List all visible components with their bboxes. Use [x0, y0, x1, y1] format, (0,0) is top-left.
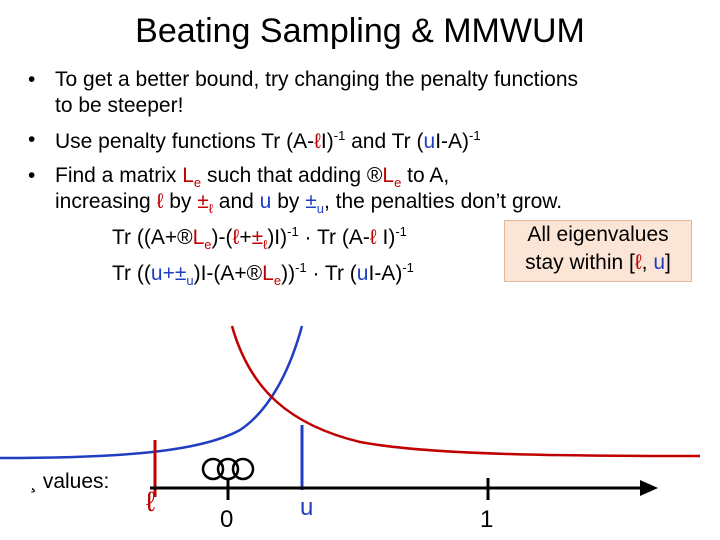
text: by	[271, 190, 306, 213]
text: u	[316, 201, 324, 217]
text: +	[239, 226, 252, 249]
text: )I)	[267, 226, 288, 249]
title: Beating Sampling & MMWUM	[135, 12, 585, 50]
text: ,	[641, 251, 654, 274]
text: )I-(A+®	[193, 262, 263, 285]
bullet: •	[28, 68, 36, 91]
text: All eigenvalues	[527, 223, 669, 246]
text: and Tr (	[345, 130, 424, 153]
text-line: Find a matrix Le such that adding ®Le to…	[55, 164, 449, 190]
text: to be steeper!	[55, 94, 184, 117]
text: ℓ	[208, 201, 213, 217]
text: L	[382, 164, 395, 187]
text: ℓ	[369, 226, 377, 249]
eigenvalue	[216, 457, 240, 481]
text: L	[192, 226, 205, 249]
text: L	[262, 262, 274, 285]
text-line: Use penalty functions Tr (A-ℓI)-1 and Tr…	[55, 128, 481, 154]
text: Tr ((	[112, 262, 151, 285]
text: · Tr (	[306, 262, 357, 285]
callout-box: All eigenvalues stay within [ℓ, u]	[504, 220, 692, 282]
text: increasing	[55, 190, 157, 213]
text: ±	[174, 262, 187, 285]
text: -1	[333, 128, 346, 143]
text: such that adding ®	[201, 164, 383, 187]
axis-arrow	[640, 480, 658, 496]
text: e	[193, 175, 202, 191]
text: stay within [	[525, 251, 635, 274]
upper-label: u	[300, 494, 314, 521]
text: Find a matrix	[55, 164, 183, 187]
text: ℓ	[263, 237, 268, 253]
text: To get a better bound, try changing the …	[55, 68, 579, 91]
text: ]	[665, 251, 671, 274]
text-line: stay within [ℓ, u]	[505, 249, 691, 277]
lower-label: ℓ	[146, 486, 156, 517]
text: ℓ	[314, 130, 321, 153]
zero-label: 0	[220, 506, 234, 533]
text: -1	[395, 224, 407, 239]
eigenvalue	[231, 457, 255, 481]
text: Use penalty functions Tr (A-	[55, 130, 315, 153]
text-line: to be steeper!	[55, 94, 183, 118]
text: Tr ((A+®	[112, 226, 193, 249]
one-label: 1	[480, 506, 494, 533]
upper-penalty-curve	[0, 325, 304, 460]
bullet: •	[28, 128, 36, 151]
text: I-A)	[435, 130, 470, 153]
bullet: •	[28, 164, 36, 187]
text: u	[423, 130, 436, 153]
text: e	[394, 175, 402, 191]
text: I)	[320, 130, 334, 153]
text: -1	[287, 224, 299, 239]
text: I)	[376, 226, 396, 249]
text: u	[259, 190, 272, 213]
text: u	[653, 251, 666, 274]
text: e	[204, 237, 212, 253]
text: ±	[305, 190, 317, 213]
text: I-A)	[368, 262, 403, 285]
text: ℓ	[232, 226, 240, 249]
text: L	[182, 164, 194, 187]
text: u	[150, 262, 163, 285]
text: ℓ	[156, 190, 164, 213]
text: -1	[469, 128, 481, 143]
axis-label: ¸ values:	[30, 470, 110, 493]
formula: Tr ((u+±u)I-(A+®Le))-1 · Tr (uI-A)-1	[112, 260, 414, 288]
text: · Tr (A-	[298, 226, 370, 249]
lower-penalty-curve	[230, 325, 701, 458]
text: +	[162, 262, 175, 285]
text: to A,	[401, 164, 450, 187]
text: u	[186, 273, 194, 289]
text-line: increasing ℓ by ±ℓ and u by ±u, the pena…	[55, 190, 562, 216]
text: and	[212, 190, 260, 213]
text: ±	[197, 190, 209, 213]
text: , the penalties don’t grow.	[323, 190, 563, 213]
text: by	[163, 190, 198, 213]
text: )-(	[211, 226, 233, 249]
text: e	[273, 273, 282, 289]
text: ±	[251, 226, 264, 249]
text: -1	[295, 260, 307, 275]
text: u	[356, 262, 369, 285]
text-line: To get a better bound, try changing the …	[55, 68, 578, 92]
eigenvalue	[201, 457, 225, 481]
text: -1	[402, 260, 414, 275]
text: ℓ	[634, 251, 642, 274]
text: ))	[281, 262, 296, 285]
formula: Tr ((A+®Le)-(ℓ+±ℓ)I)-1 · Tr (A-ℓ I)-1	[112, 224, 407, 252]
